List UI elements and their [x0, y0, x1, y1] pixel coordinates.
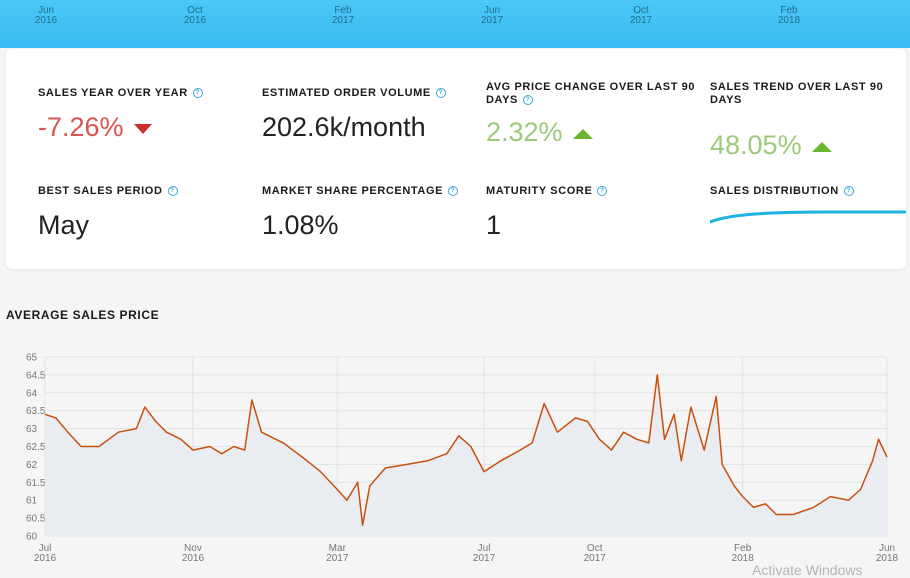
- y-tick-label: 63.5: [26, 406, 46, 417]
- y-tick-label: 64: [26, 388, 38, 399]
- stat-maturity-score: MATURITY SCORE? 1: [486, 185, 608, 240]
- y-tick-label: 61.5: [26, 478, 46, 489]
- timeline-tick-label: Jun 2017: [480, 5, 504, 26]
- y-tick-label: 60.5: [26, 514, 46, 525]
- stat-value: 2.32%: [486, 117, 696, 147]
- x-tick-label: Oct 2017: [584, 543, 607, 564]
- help-icon[interactable]: ?: [435, 88, 446, 99]
- help-icon[interactable]: ?: [522, 95, 533, 106]
- chart-title: AVERAGE SALES PRICE: [6, 308, 160, 322]
- arrow-up-icon: [811, 141, 832, 152]
- stat-sales-distribution: SALES DISTRIBUTION?: [710, 185, 906, 240]
- x-tick-label: Feb 2018: [732, 543, 755, 564]
- y-tick-label: 62.5: [26, 442, 46, 453]
- help-icon[interactable]: ?: [843, 186, 854, 197]
- stat-sales-yoy: SALES YEAR OVER YEAR? -7.26%: [38, 87, 203, 142]
- timeline-tick-label: Oct 2016: [183, 5, 207, 26]
- stat-value: 1.08%: [262, 210, 339, 240]
- timeline-tick-label: Oct 2017: [629, 5, 653, 26]
- stat-label: SALES DISTRIBUTION: [710, 185, 839, 197]
- series-area: [45, 374, 887, 536]
- stat-market-share: MARKET SHARE PERCENTAGE? 1.08%: [262, 185, 459, 240]
- stat-value: 1: [486, 210, 502, 240]
- x-tick-label: Jul 2016: [34, 543, 57, 564]
- stat-best-period: BEST SALES PERIOD? May: [38, 185, 178, 240]
- timeline-tick-label: Jun 2016: [34, 5, 58, 26]
- timeline-tick-label: Feb 2018: [777, 5, 801, 26]
- x-tick-label: Jul 2017: [473, 543, 496, 564]
- y-tick-label: 64.5: [26, 370, 46, 381]
- stat-order-volume: ESTIMATED ORDER VOLUME? 202.6k/month: [262, 87, 446, 142]
- stat-value: 202.6k/month: [262, 112, 426, 142]
- stat-label: AVG PRICE CHANGE OVER LAST 90 DAYS: [486, 81, 696, 106]
- stat-value: May: [38, 210, 90, 240]
- x-tick-label: Mar 2017: [326, 543, 349, 564]
- timeline-band: [0, 0, 910, 48]
- arrow-down-icon: [133, 123, 152, 134]
- stat-avg-price-change: AVG PRICE CHANGE OVER LAST 90 DAYS? 2.32…: [486, 81, 696, 147]
- help-icon[interactable]: ?: [448, 186, 459, 197]
- y-tick-label: 65: [26, 353, 38, 364]
- help-icon[interactable]: ?: [192, 88, 203, 99]
- timeline-tick-label: Feb 2017: [331, 5, 355, 26]
- y-tick-label: 62: [26, 460, 38, 471]
- help-icon[interactable]: ?: [597, 186, 608, 197]
- stat-label: MATURITY SCORE: [486, 185, 593, 197]
- stat-value: -7.26%: [38, 112, 203, 142]
- stats-card: SALES YEAR OVER YEAR? -7.26% ESTIMATED O…: [6, 49, 906, 269]
- stat-value: 48.05%: [710, 130, 910, 160]
- y-tick-label: 63: [26, 424, 38, 435]
- series-line: [44, 374, 888, 527]
- y-tick-label: 61: [26, 496, 38, 507]
- x-tick-label: Jun 2018: [876, 543, 899, 564]
- stat-label: ESTIMATED ORDER VOLUME: [262, 87, 431, 99]
- stat-label: SALES YEAR OVER YEAR: [38, 87, 188, 99]
- stat-label: BEST SALES PERIOD: [38, 185, 163, 197]
- x-tick-label: Nov 2016: [182, 543, 205, 564]
- watermark: Activate Windows: [752, 562, 863, 578]
- stat-sales-trend: SALES TREND OVER LAST 90 DAYS 48.05%: [710, 81, 910, 160]
- sparkline-path: [710, 210, 906, 224]
- stat-label: MARKET SHARE PERCENTAGE: [262, 185, 444, 197]
- arrow-up-icon: [572, 128, 593, 139]
- y-tick-label: 60: [26, 532, 38, 543]
- stat-label: SALES TREND OVER LAST 90 DAYS: [710, 81, 884, 106]
- distribution-sparkline: [710, 210, 906, 224]
- help-icon[interactable]: ?: [167, 186, 178, 197]
